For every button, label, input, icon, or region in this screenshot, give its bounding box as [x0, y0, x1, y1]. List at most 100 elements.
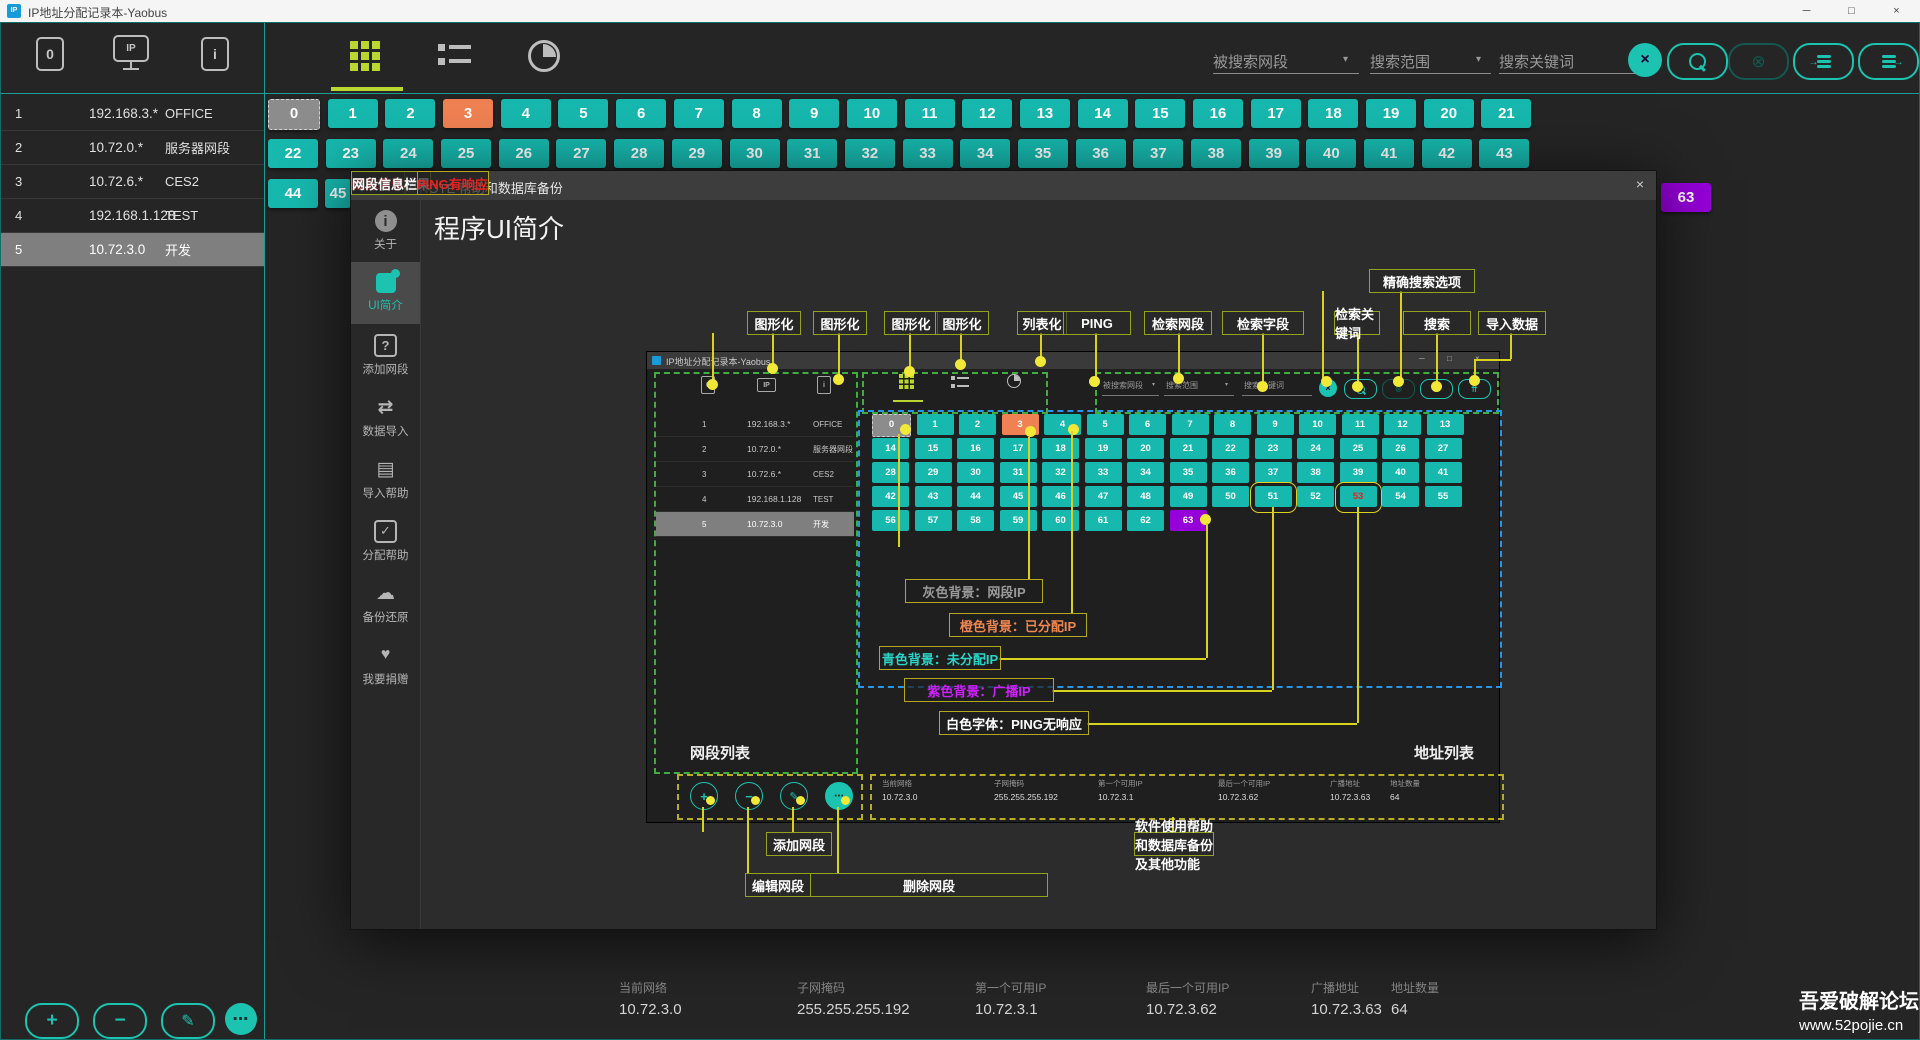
- address-cell[interactable]: 22: [268, 139, 318, 168]
- segment-name: OFFICE: [165, 106, 264, 121]
- address-cell[interactable]: 27: [556, 139, 606, 168]
- dialog-sidebar-item[interactable]: 数据导入: [351, 386, 420, 448]
- sidebar-item-icon: [374, 581, 398, 605]
- address-cell[interactable]: 16: [1193, 99, 1243, 128]
- address-cell[interactable]: 17: [1251, 99, 1301, 128]
- edit-segment-button[interactable]: ✎: [161, 1003, 215, 1039]
- underline: [1370, 73, 1491, 74]
- status-value: 10.72.3.0: [619, 1001, 797, 1018]
- address-cell[interactable]: 38: [1191, 139, 1241, 168]
- address-cell[interactable]: 23: [326, 139, 376, 168]
- search-scope-dropdown[interactable]: 搜索范围: [1370, 51, 1430, 72]
- header-divider: [1, 93, 1919, 94]
- segment-row[interactable]: 5 10.72.3.0 开发: [1, 233, 264, 267]
- add-segment-button[interactable]: +: [25, 1003, 79, 1039]
- address-cell[interactable]: 4: [501, 99, 551, 128]
- segment-row[interactable]: 2 10.72.0.* 服务器网段: [1, 131, 264, 165]
- segment-row[interactable]: 1 192.168.3.* OFFICE: [1, 97, 264, 131]
- address-cell[interactable]: 7: [674, 99, 724, 128]
- annotation-label: 删除网段: [810, 873, 1048, 897]
- address-cell[interactable]: 3: [443, 99, 493, 128]
- address-cell[interactable]: 32: [845, 139, 895, 168]
- dialog-sidebar-item[interactable]: 关于: [351, 200, 420, 262]
- import-data-button[interactable]: →: [1793, 43, 1854, 80]
- sidebar-item-label: UI简介: [368, 297, 403, 313]
- status-value: 64: [1391, 1001, 1439, 1018]
- address-cell[interactable]: 15: [1135, 99, 1185, 128]
- tab-ping-view[interactable]: [528, 40, 560, 72]
- status-label: 最后一个可用IP: [1146, 979, 1311, 996]
- tab-list-view[interactable]: [438, 43, 472, 69]
- address-cell[interactable]: 0: [268, 99, 320, 130]
- address-cell[interactable]: 39: [1249, 139, 1299, 168]
- address-cell[interactable]: 45: [325, 179, 351, 208]
- address-cell[interactable]: 28: [614, 139, 664, 168]
- address-cell[interactable]: 8: [732, 99, 782, 128]
- address-cell[interactable]: 36: [1076, 139, 1126, 168]
- search-keyword-input[interactable]: 搜索关键词: [1499, 51, 1574, 72]
- mini-minimize: ─: [1419, 354, 1425, 363]
- dialog-close-button[interactable]: ×: [1636, 176, 1644, 192]
- address-cell[interactable]: 9: [789, 99, 839, 128]
- sidebar-item-icon: [375, 210, 397, 232]
- address-cell[interactable]: 29: [672, 139, 722, 168]
- dialog-sidebar-item[interactable]: UI简介: [351, 262, 420, 324]
- address-cell[interactable]: 6: [616, 99, 666, 128]
- status-item: 当前网络 10.72.3.0: [619, 979, 797, 1018]
- search-button[interactable]: [1667, 43, 1728, 80]
- close-button[interactable]: ×: [1874, 0, 1919, 22]
- address-cell[interactable]: 44: [268, 179, 318, 208]
- segment-row[interactable]: 4 192.168.1.128 TEST: [1, 199, 264, 233]
- address-cell[interactable]: 25: [441, 139, 491, 168]
- address-cell[interactable]: 13: [1020, 99, 1070, 128]
- dialog-sidebar-item[interactable]: 导入帮助: [351, 448, 420, 510]
- segment-zero-icon[interactable]: 0: [36, 37, 64, 71]
- address-cell[interactable]: 5: [558, 99, 608, 128]
- address-cell[interactable]: 14: [1078, 99, 1128, 128]
- address-cell[interactable]: 26: [499, 139, 549, 168]
- help-more-button[interactable]: ⋯: [225, 1003, 257, 1035]
- address-cell[interactable]: 40: [1306, 139, 1356, 168]
- address-cell[interactable]: 30: [730, 139, 780, 168]
- minimize-button[interactable]: ─: [1784, 0, 1829, 22]
- tab-grid-view[interactable]: [350, 41, 358, 49]
- segment-row[interactable]: 3 10.72.6.* CES2: [1, 165, 264, 199]
- address-cell[interactable]: 37: [1133, 139, 1183, 168]
- address-cell[interactable]: 19: [1366, 99, 1416, 128]
- sidebar-item-label: 数据导入: [363, 423, 409, 439]
- address-cell[interactable]: 33: [903, 139, 953, 168]
- address-cell[interactable]: 11: [905, 99, 955, 128]
- ip-monitor-icon[interactable]: IP: [113, 35, 149, 70]
- address-cell[interactable]: 12: [962, 99, 1012, 128]
- search-net-dropdown[interactable]: 被搜索网段: [1213, 51, 1288, 72]
- address-cell-broadcast[interactable]: 63: [1661, 183, 1711, 212]
- status-item: 广播地址 10.72.3.63: [1311, 979, 1391, 1018]
- address-cell[interactable]: 18: [1308, 99, 1358, 128]
- delete-segment-button[interactable]: −: [93, 1003, 147, 1039]
- clear-results-button[interactable]: ⊗: [1728, 43, 1789, 80]
- info-icon[interactable]: i: [201, 37, 229, 71]
- dialog-sidebar-item[interactable]: 备份还原: [351, 572, 420, 634]
- segment-list: 1 192.168.3.* OFFICE 2 10.72.0.* 服务器网段 3…: [1, 97, 264, 267]
- address-cell[interactable]: 10: [847, 99, 897, 128]
- export-results-button[interactable]: →: [1858, 43, 1919, 80]
- address-cell[interactable]: 42: [1422, 139, 1472, 168]
- address-cell[interactable]: 31: [787, 139, 837, 168]
- dialog-sidebar-item[interactable]: 分配帮助: [351, 510, 420, 572]
- legend-label: 紫色背景：广播IP: [904, 678, 1054, 702]
- address-cell[interactable]: 2: [385, 99, 435, 128]
- address-cell[interactable]: 21: [1481, 99, 1531, 128]
- maximize-button[interactable]: □: [1829, 0, 1874, 22]
- address-cell[interactable]: 20: [1424, 99, 1474, 128]
- dialog-sidebar-item[interactable]: 我要捐赠: [351, 634, 420, 696]
- exact-search-toggle-button[interactable]: ×: [1628, 43, 1662, 77]
- address-cell[interactable]: 34: [960, 139, 1010, 168]
- segment-number: 5: [15, 242, 89, 257]
- mini-app-icon: [652, 356, 661, 365]
- address-cell[interactable]: 43: [1479, 139, 1529, 168]
- address-cell[interactable]: 41: [1364, 139, 1414, 168]
- address-cell[interactable]: 35: [1018, 139, 1068, 168]
- address-cell[interactable]: 1: [328, 99, 378, 128]
- dialog-sidebar-item[interactable]: 添加网段: [351, 324, 420, 386]
- address-cell[interactable]: 24: [383, 139, 433, 168]
